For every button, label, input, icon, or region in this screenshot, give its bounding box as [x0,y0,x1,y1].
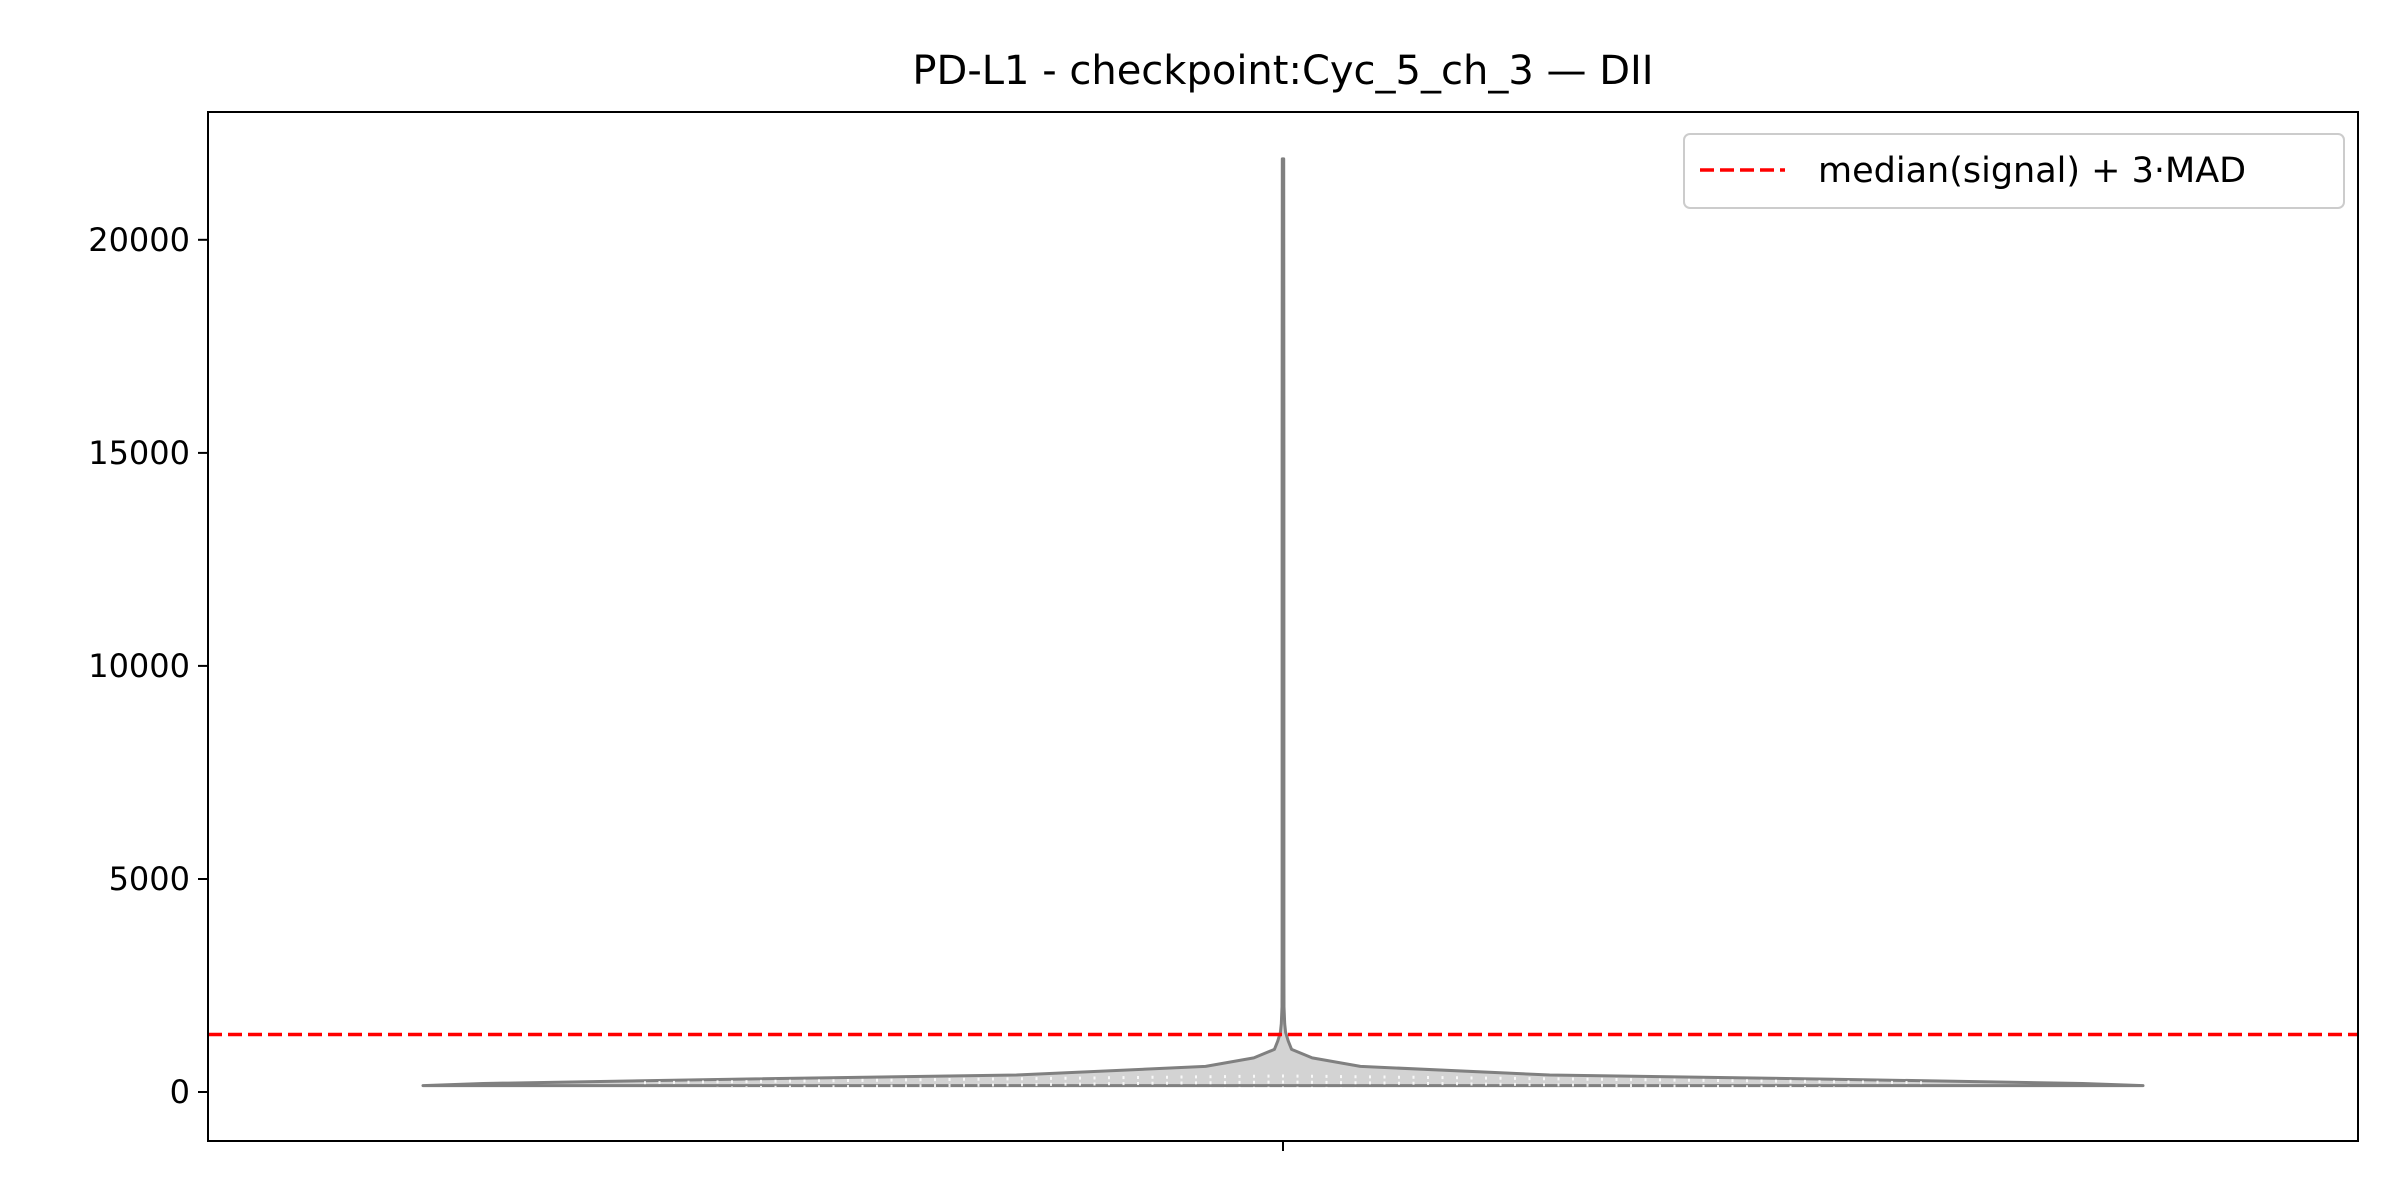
y-tick-label: 0 [170,1073,190,1111]
legend-label: median(signal) + 3·MAD [1818,151,2246,191]
y-tick-label: 20000 [88,221,190,259]
y-tick-label: 5000 [109,860,190,898]
violin-body [421,157,2145,1088]
chart-title: PD-L1 - checkpoint:Cyc_5_ch_3 — DII [912,48,1653,94]
plot-area [207,111,2359,1142]
legend-box [1683,133,2345,209]
violin-inner-sticks [644,1074,1922,1093]
y-axis: 0 5000 10000 15000 20000 [88,221,208,1111]
violin-layer [421,157,2145,1093]
y-tick-label: 10000 [88,647,190,685]
legend: median(signal) + 3·MAD [1683,133,2345,209]
y-tick-label: 15000 [88,434,190,472]
